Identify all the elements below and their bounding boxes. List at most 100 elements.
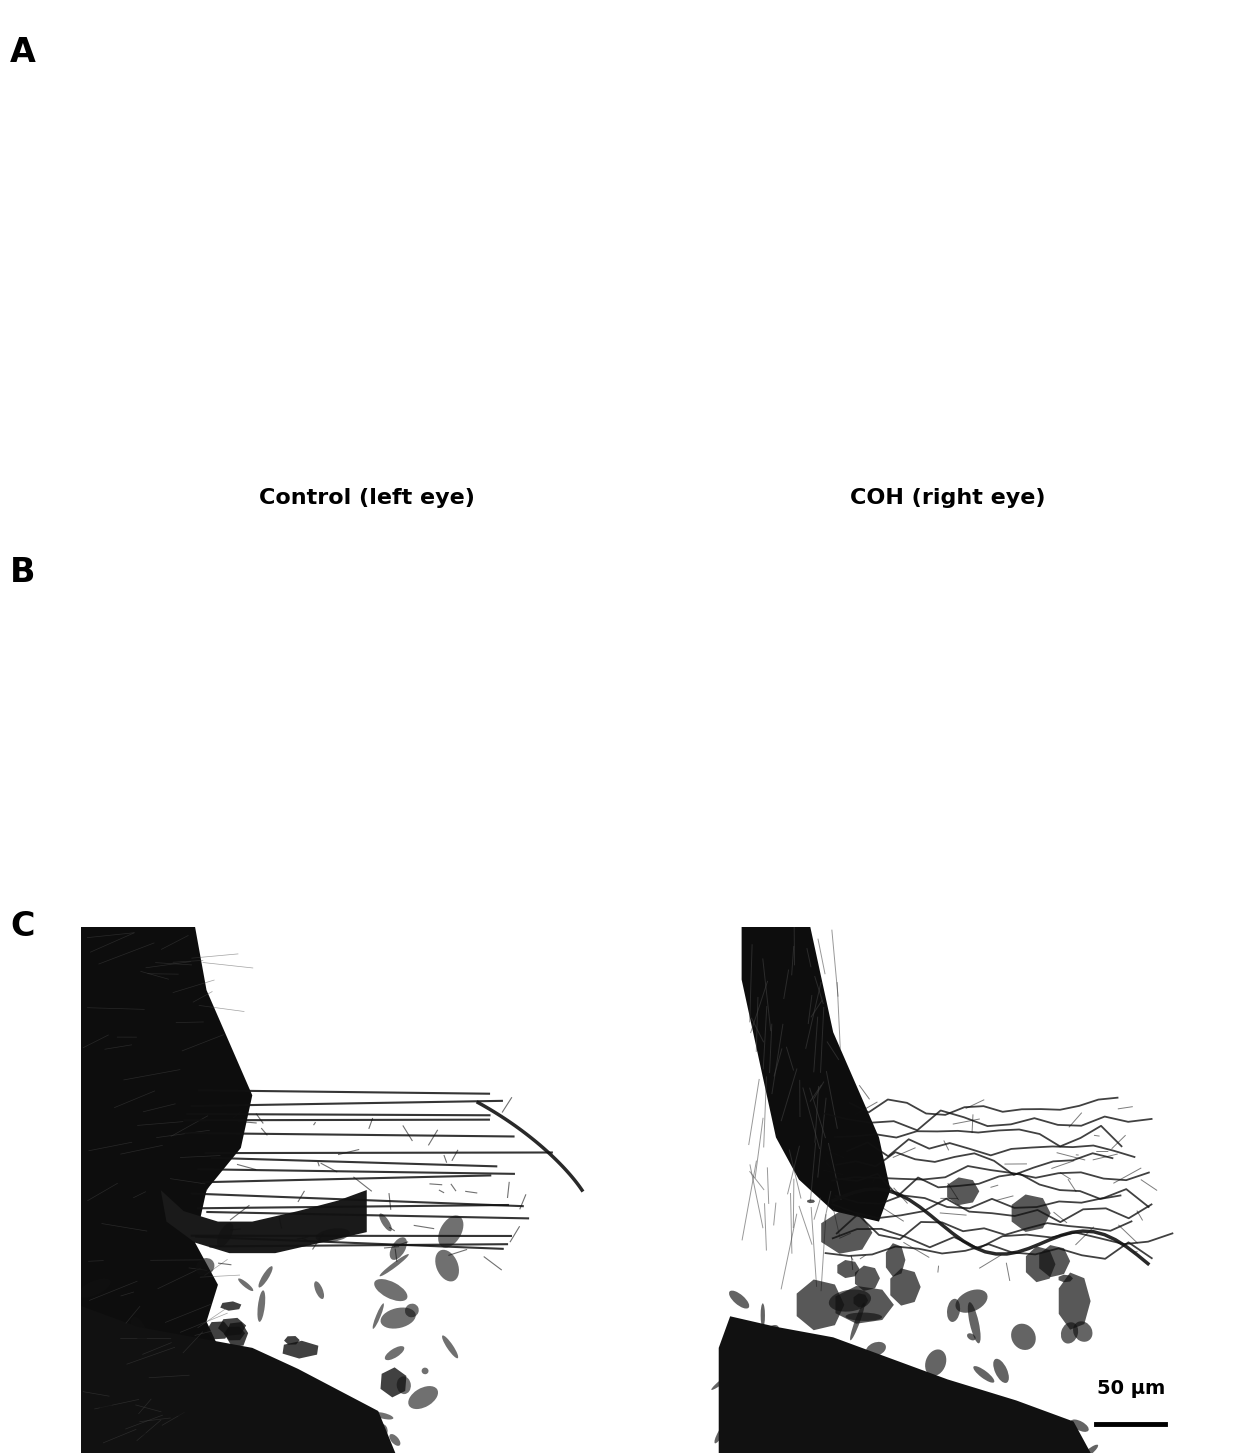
Polygon shape (1039, 1245, 1070, 1277)
Ellipse shape (258, 1267, 273, 1287)
Ellipse shape (238, 1278, 253, 1291)
Circle shape (463, 108, 475, 119)
Ellipse shape (131, 1316, 148, 1342)
Ellipse shape (792, 1434, 807, 1449)
Ellipse shape (435, 1249, 459, 1281)
Ellipse shape (807, 1431, 839, 1444)
Ellipse shape (925, 1350, 946, 1376)
Polygon shape (796, 1280, 844, 1331)
Circle shape (198, 153, 221, 172)
Polygon shape (161, 1190, 367, 1254)
Ellipse shape (796, 1364, 805, 1374)
Ellipse shape (956, 1290, 987, 1313)
Ellipse shape (760, 1303, 765, 1328)
Ellipse shape (255, 1405, 268, 1414)
Ellipse shape (947, 1299, 960, 1322)
Polygon shape (151, 1415, 210, 1436)
Ellipse shape (381, 1307, 415, 1329)
Ellipse shape (967, 1334, 976, 1341)
Polygon shape (283, 1341, 319, 1358)
Ellipse shape (389, 1238, 407, 1259)
Circle shape (505, 151, 522, 166)
Polygon shape (1025, 1246, 1055, 1283)
Ellipse shape (372, 1424, 388, 1439)
Circle shape (92, 197, 110, 211)
Polygon shape (223, 1326, 246, 1341)
Ellipse shape (330, 1399, 350, 1431)
Text: C: C (10, 910, 35, 943)
Ellipse shape (316, 1229, 350, 1242)
Ellipse shape (99, 1399, 115, 1425)
Ellipse shape (833, 1373, 856, 1401)
Ellipse shape (973, 1366, 994, 1383)
Ellipse shape (851, 1302, 864, 1341)
Circle shape (219, 80, 241, 98)
Ellipse shape (190, 1367, 211, 1393)
Ellipse shape (78, 1278, 110, 1297)
Ellipse shape (166, 1401, 203, 1418)
Polygon shape (188, 1354, 223, 1374)
Polygon shape (130, 1379, 162, 1411)
Ellipse shape (196, 1258, 215, 1275)
Polygon shape (206, 1322, 231, 1340)
Ellipse shape (113, 1433, 146, 1441)
Polygon shape (81, 1306, 396, 1453)
Ellipse shape (800, 1424, 812, 1439)
Ellipse shape (373, 1303, 384, 1329)
Ellipse shape (217, 1223, 233, 1246)
Polygon shape (319, 1423, 342, 1443)
Polygon shape (1059, 1274, 1073, 1283)
Ellipse shape (712, 1363, 745, 1390)
Ellipse shape (993, 1358, 1009, 1383)
Ellipse shape (714, 1423, 728, 1443)
Polygon shape (143, 1358, 157, 1370)
Ellipse shape (438, 1216, 464, 1248)
Ellipse shape (1011, 1324, 1035, 1350)
Polygon shape (171, 1393, 207, 1405)
Polygon shape (719, 1316, 1091, 1453)
Ellipse shape (1080, 1444, 1099, 1456)
Ellipse shape (828, 1290, 870, 1312)
Polygon shape (947, 1178, 980, 1206)
Polygon shape (854, 1265, 880, 1291)
Ellipse shape (389, 1434, 401, 1446)
Ellipse shape (760, 1401, 776, 1411)
Ellipse shape (231, 1401, 242, 1409)
Ellipse shape (755, 1325, 780, 1353)
Polygon shape (1059, 1273, 1091, 1329)
Polygon shape (226, 1322, 248, 1347)
Circle shape (157, 240, 180, 259)
Polygon shape (885, 1243, 905, 1277)
Polygon shape (99, 1428, 135, 1449)
Ellipse shape (258, 1290, 265, 1322)
Polygon shape (217, 1360, 228, 1374)
Polygon shape (1012, 1194, 1050, 1232)
Ellipse shape (91, 1440, 103, 1456)
Polygon shape (175, 1398, 224, 1428)
Ellipse shape (408, 1386, 438, 1409)
Ellipse shape (441, 1335, 458, 1358)
Ellipse shape (904, 1385, 940, 1396)
Ellipse shape (729, 1290, 749, 1309)
Polygon shape (347, 1409, 365, 1421)
Text: 50 μm: 50 μm (1096, 1379, 1164, 1398)
Polygon shape (381, 1367, 407, 1398)
Polygon shape (195, 1405, 232, 1420)
Circle shape (373, 427, 383, 435)
Ellipse shape (866, 1342, 885, 1357)
Ellipse shape (1070, 1420, 1089, 1431)
Ellipse shape (422, 1367, 429, 1374)
Text: B: B (10, 556, 36, 590)
Polygon shape (81, 927, 252, 1453)
Ellipse shape (373, 1412, 393, 1420)
Polygon shape (221, 1302, 242, 1310)
Circle shape (321, 138, 343, 156)
Polygon shape (853, 1293, 868, 1307)
Ellipse shape (379, 1254, 409, 1277)
Polygon shape (836, 1286, 894, 1324)
Polygon shape (837, 1259, 859, 1278)
Ellipse shape (804, 1383, 820, 1393)
Ellipse shape (92, 1372, 110, 1389)
Ellipse shape (1073, 1321, 1092, 1342)
Circle shape (343, 341, 370, 363)
